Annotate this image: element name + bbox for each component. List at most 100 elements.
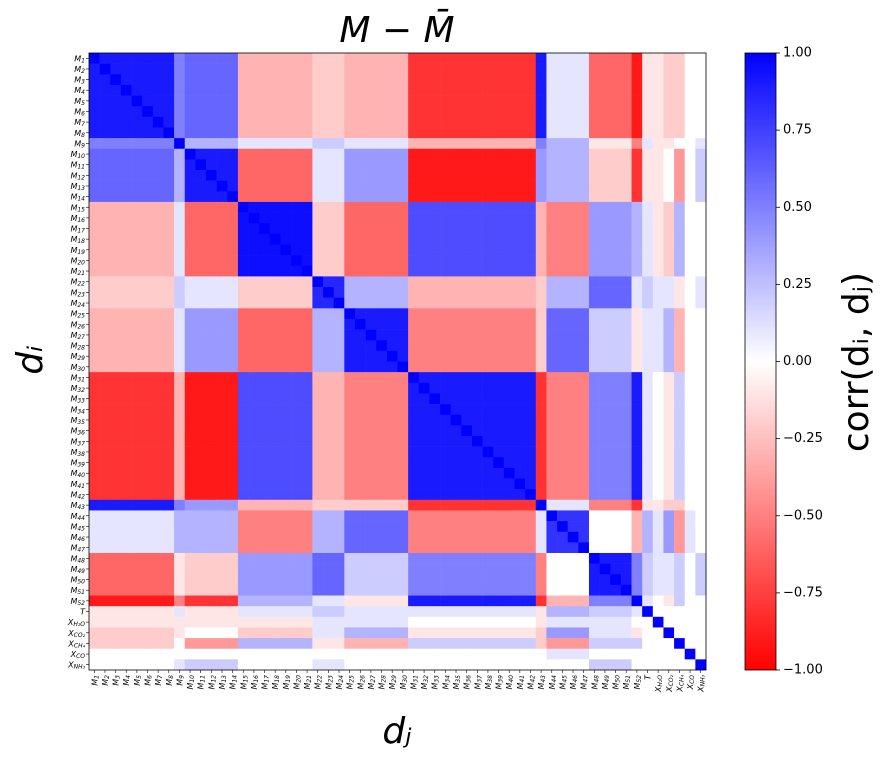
cell <box>610 138 622 150</box>
cell <box>142 265 154 277</box>
cell <box>365 382 377 394</box>
cell <box>408 510 420 522</box>
cell <box>163 201 175 213</box>
cell <box>493 606 505 618</box>
cell <box>631 638 643 650</box>
label-sub: CO₂ <box>74 631 86 638</box>
cell <box>514 489 526 501</box>
cell <box>333 584 345 596</box>
cell <box>631 627 643 639</box>
cell <box>535 510 547 522</box>
cell <box>514 638 526 650</box>
cell <box>652 531 664 543</box>
label-sub: 22 <box>77 280 85 287</box>
cell <box>610 446 622 458</box>
cell <box>184 457 196 469</box>
cell <box>174 542 186 554</box>
cell <box>482 606 494 618</box>
cell <box>652 276 664 288</box>
cell <box>450 478 462 490</box>
cell <box>216 106 228 118</box>
cell <box>99 446 111 458</box>
cell <box>471 297 483 309</box>
cell <box>631 489 643 501</box>
cell <box>216 350 228 362</box>
cell <box>418 478 430 490</box>
cell <box>567 297 579 309</box>
label-sub: 38 <box>77 450 85 457</box>
cell <box>269 457 281 469</box>
cell <box>440 531 451 543</box>
cell <box>344 265 356 277</box>
cell <box>503 350 515 362</box>
cell <box>546 276 558 288</box>
cell <box>631 265 643 277</box>
cell <box>280 223 292 235</box>
cell <box>216 638 228 650</box>
cell <box>152 180 164 192</box>
cell <box>386 265 398 277</box>
cell <box>99 648 111 660</box>
cell <box>588 276 600 288</box>
label-sub: 45 <box>561 675 568 683</box>
cell <box>301 297 313 309</box>
cell <box>184 84 196 96</box>
cell <box>567 329 579 341</box>
cell <box>110 616 122 628</box>
cell <box>514 212 526 224</box>
cell <box>301 659 313 671</box>
cell <box>599 531 611 543</box>
cell <box>312 478 324 490</box>
cell <box>418 223 430 235</box>
cell <box>663 478 675 490</box>
cell <box>567 308 579 320</box>
cell <box>131 563 143 575</box>
cell <box>397 648 409 660</box>
cell <box>110 276 122 288</box>
cell <box>546 478 558 490</box>
cell <box>376 489 388 501</box>
cell <box>652 159 664 171</box>
colorbar-tick-label: 0.00 <box>783 354 812 369</box>
cell <box>195 53 207 64</box>
cell <box>291 425 303 437</box>
cell <box>184 414 196 426</box>
cell <box>301 446 313 458</box>
cell <box>525 212 537 224</box>
cell <box>376 265 388 277</box>
cell <box>567 191 579 203</box>
cell <box>120 287 132 298</box>
cell <box>642 201 654 213</box>
cell <box>567 404 579 415</box>
cell <box>642 74 654 86</box>
cell <box>386 255 398 267</box>
cell <box>429 308 441 320</box>
cell <box>248 361 260 373</box>
cell <box>610 552 622 564</box>
cell <box>120 606 132 618</box>
y-tick-label: M30 <box>70 362 85 372</box>
cell <box>365 404 377 415</box>
cell <box>110 659 122 671</box>
cell <box>503 499 515 511</box>
cell <box>610 648 622 660</box>
label-base: M <box>70 533 77 542</box>
cell <box>631 478 643 490</box>
cell <box>195 446 207 458</box>
cell <box>206 404 217 415</box>
cell <box>248 499 260 511</box>
cell <box>152 510 164 522</box>
cell <box>323 297 334 309</box>
cell <box>195 170 207 181</box>
cell <box>663 467 675 479</box>
cell <box>248 467 260 479</box>
cell <box>514 116 526 128</box>
cell <box>354 127 366 139</box>
cell <box>471 627 483 639</box>
cell <box>695 308 707 320</box>
cell <box>450 382 462 394</box>
label-base: M <box>196 683 205 690</box>
cell <box>567 223 579 235</box>
cell <box>323 489 334 501</box>
cell <box>578 606 590 618</box>
